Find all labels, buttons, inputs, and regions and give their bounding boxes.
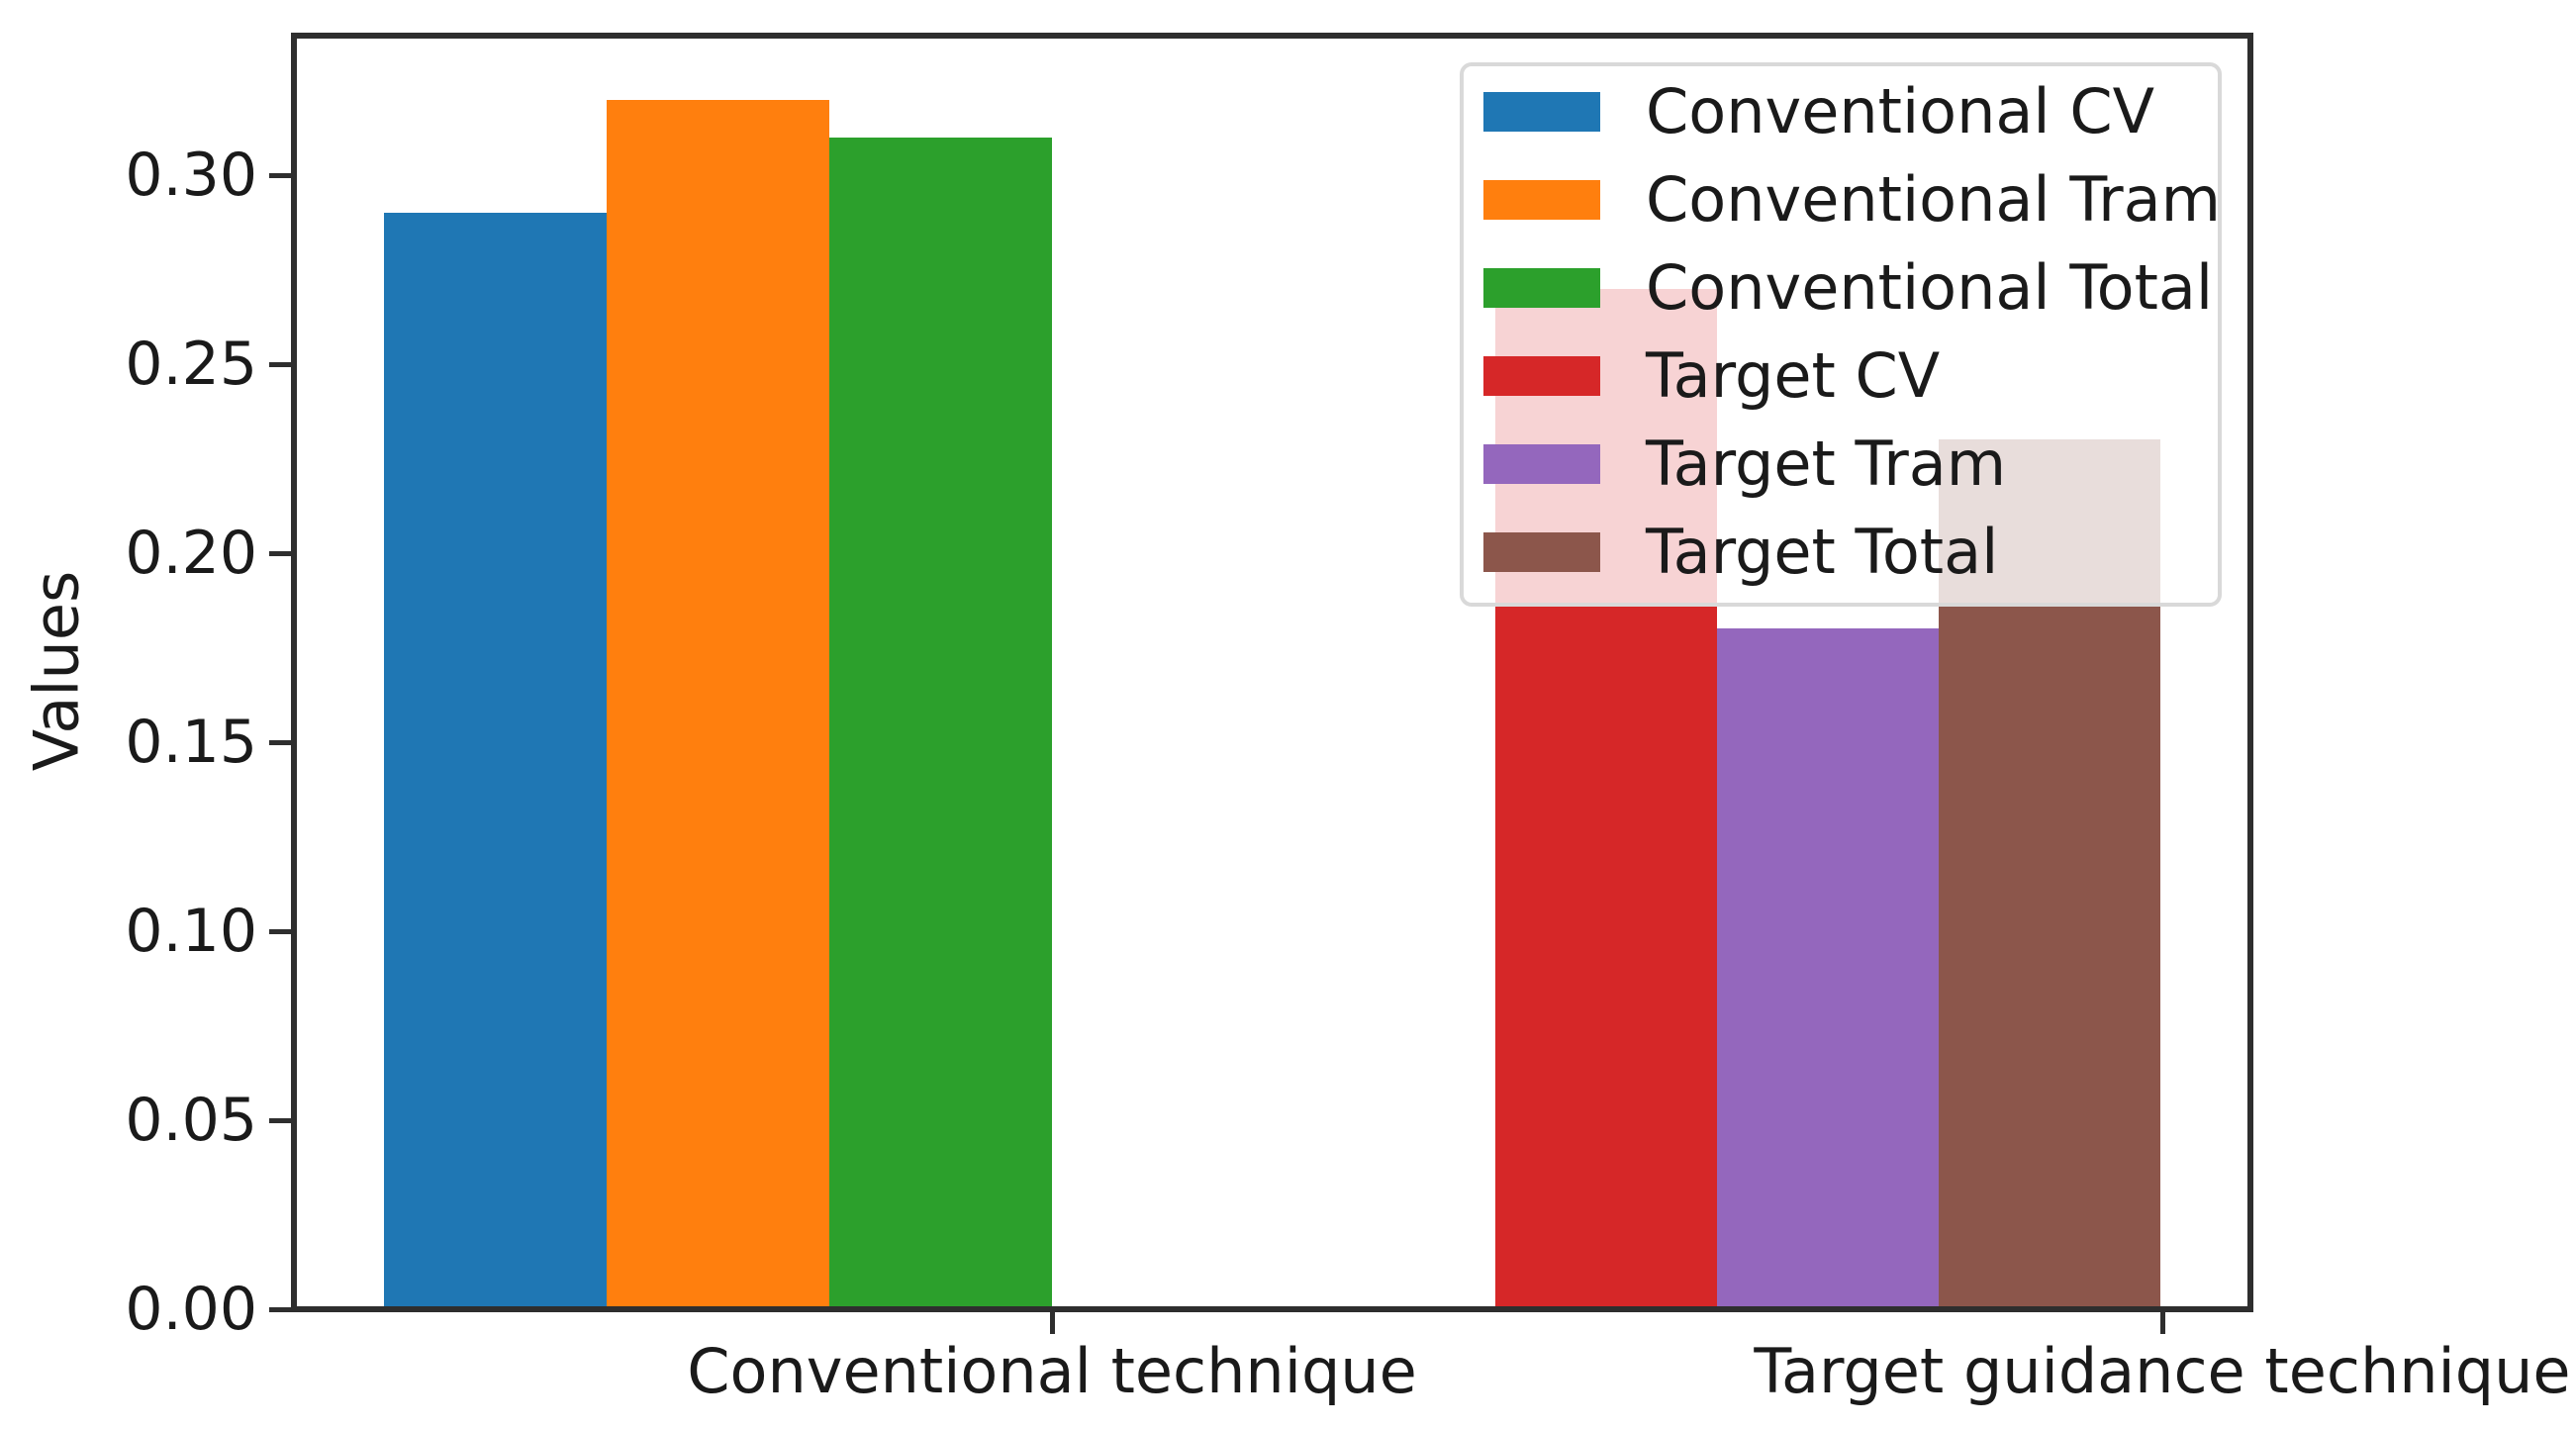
bar-conventional-total: [829, 138, 1052, 1306]
y-tick-mark: [269, 173, 291, 178]
legend-swatch: [1483, 92, 1600, 132]
y-axis-label: Values: [20, 570, 93, 772]
x-category-label: Target guidance technique: [1754, 1335, 2571, 1407]
y-tick-mark: [269, 362, 291, 367]
bar-conventional-cv: [384, 213, 607, 1306]
y-tick-label: 0.25: [125, 330, 257, 399]
legend-entry: Conventional Total: [1483, 257, 2218, 319]
legend-swatch: [1483, 356, 1600, 396]
bar-conventional-tram: [607, 100, 829, 1306]
bar-target-tram: [1717, 628, 1939, 1306]
legend-label: Target CV: [1646, 339, 1941, 412]
y-tick-label: 0.30: [125, 141, 257, 210]
legend-entry: Conventional Tram: [1483, 169, 2221, 231]
x-tick-mark: [2160, 1312, 2165, 1334]
y-tick-mark: [269, 551, 291, 556]
legend-entry: Target Tram: [1483, 433, 2218, 495]
legend-swatch: [1483, 268, 1600, 308]
legend-entry: Conventional CV: [1483, 81, 2218, 143]
y-tick-label: 0.05: [125, 1086, 257, 1155]
y-tick-label: 0.10: [125, 897, 257, 966]
y-tick-mark: [269, 929, 291, 934]
y-tick-label: 0.00: [125, 1275, 257, 1344]
y-tick-mark: [269, 740, 291, 745]
legend-label: Conventional CV: [1646, 75, 2155, 147]
y-tick-label: 0.15: [125, 708, 257, 777]
x-tick-mark: [1050, 1312, 1055, 1334]
legend-label: Conventional Tram: [1646, 163, 2221, 236]
legend-entry: Target Total: [1483, 522, 2218, 583]
legend-entry: Target CV: [1483, 345, 2218, 407]
legend-swatch: [1483, 444, 1600, 484]
legend-box: Conventional CV Conventional Tram Conventi…: [1460, 62, 2222, 607]
y-tick-label: 0.20: [125, 519, 257, 588]
legend-label: Target Total: [1646, 516, 1999, 588]
legend-swatch: [1483, 532, 1600, 572]
legend-label: Target Tram: [1646, 428, 2007, 500]
x-category-label: Conventional technique: [687, 1335, 1417, 1407]
legend-swatch: [1483, 180, 1600, 220]
y-tick-mark: [269, 1307, 291, 1312]
y-tick-mark: [269, 1118, 291, 1123]
legend-label: Conventional Total: [1646, 251, 2214, 324]
